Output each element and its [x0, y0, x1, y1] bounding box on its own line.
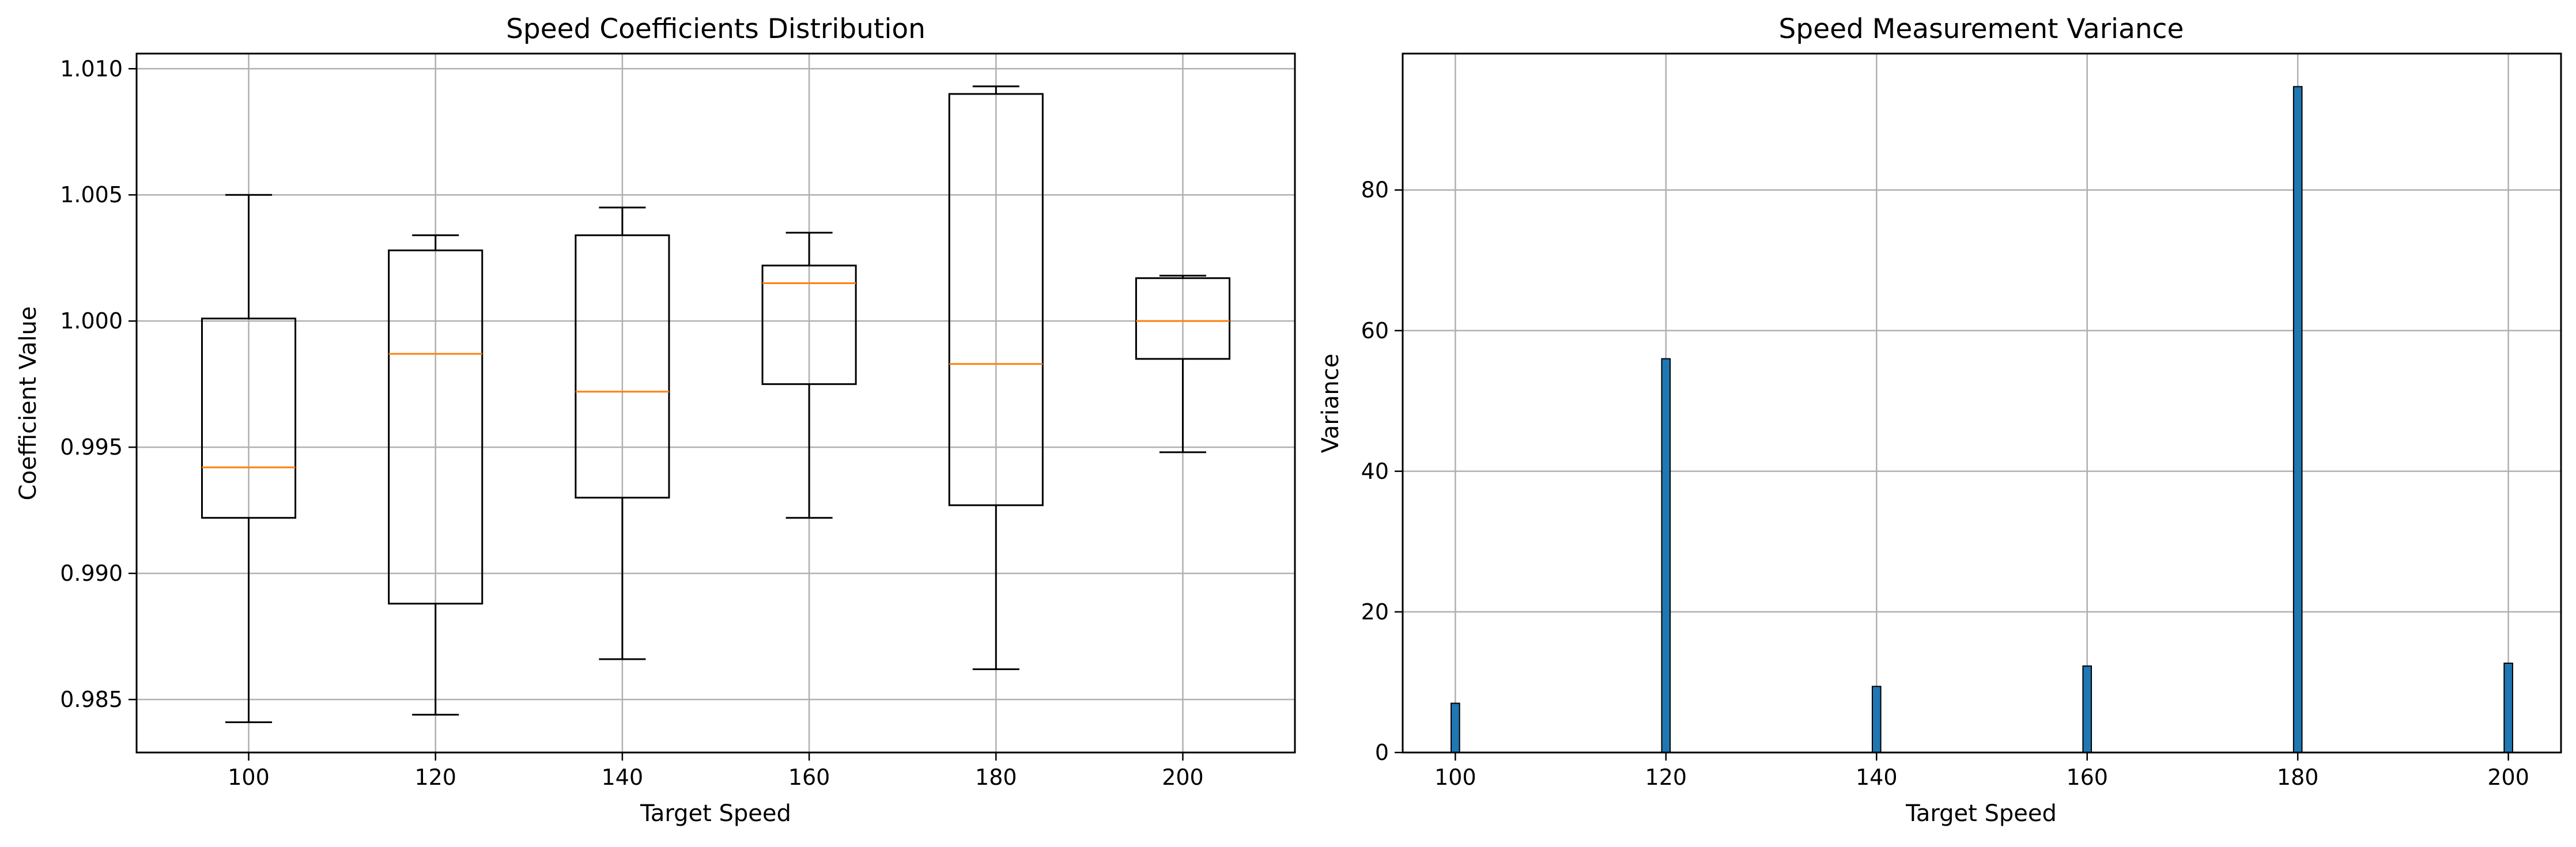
bar-chart-title: Speed Measurement Variance: [1779, 13, 2184, 45]
y-tick-label: 0.990: [60, 561, 123, 586]
box-plot-boxes: [201, 85, 1231, 723]
box-plot-grid: [137, 54, 1295, 753]
box-200: [1135, 274, 1231, 453]
box-body: [388, 249, 484, 605]
box-body: [201, 317, 297, 519]
bar-160: [2082, 665, 2092, 753]
box-plot-axes-frame: [135, 52, 1296, 754]
bar-180: [2292, 86, 2303, 754]
bar-100: [1451, 702, 1460, 754]
box-plot-x-ticks: 100 120 140 160 180 200: [228, 753, 1204, 790]
box-plot-title: Speed Coefficients Distribution: [506, 13, 926, 45]
bar-chart-bars: [1451, 86, 2513, 754]
box-100: [201, 194, 297, 723]
bar-chart-grid: [1403, 54, 2561, 754]
y-tick-label: 80: [1361, 177, 1389, 203]
x-tick-label: 200: [2487, 765, 2529, 790]
bar-120: [1661, 358, 1671, 753]
y-tick-label: 0.985: [60, 687, 123, 712]
x-tick-label: 180: [2277, 765, 2319, 790]
x-tick-label: 200: [1162, 765, 1204, 790]
y-tick-label: 0: [1375, 740, 1389, 765]
y-tick-label: 1.005: [60, 182, 123, 207]
box-180: [948, 85, 1044, 670]
x-tick-label: 140: [602, 765, 644, 790]
y-tick-label: 20: [1361, 599, 1389, 625]
bar-chart-y-axis-label: Variance: [1317, 354, 1344, 453]
box-plot-x-axis-label: Target Speed: [640, 800, 791, 827]
box-plot-panel: Speed Coefficients Distribution 100 120 14…: [15, 13, 1296, 827]
bar-200: [2503, 663, 2513, 754]
box-plot-y-axis-label: Coefficient Value: [15, 307, 41, 501]
x-tick-label: 160: [788, 765, 830, 790]
bar-chart-x-axis-label: Target Speed: [1905, 800, 2057, 827]
y-tick-label: 60: [1361, 318, 1389, 343]
box-120: [388, 234, 484, 716]
y-tick-label: 40: [1361, 459, 1389, 484]
box-body: [948, 93, 1044, 506]
bar-140: [1871, 686, 1882, 754]
x-tick-label: 180: [975, 765, 1017, 790]
x-tick-label: 160: [2066, 765, 2108, 790]
x-tick-label: 120: [1645, 765, 1687, 790]
x-tick-label: 100: [1434, 765, 1476, 790]
box-plot-y-ticks: 0.985 0.990 0.995 1.000 1.005 1.010: [60, 56, 137, 712]
box-body: [575, 234, 670, 499]
bar-chart-axes-frame: [1402, 52, 2562, 754]
bar-chart-y-ticks: 0 20 40 60 80: [1361, 177, 1403, 765]
y-tick-label: 1.010: [60, 56, 123, 81]
x-tick-label: 120: [414, 765, 456, 790]
y-tick-label: 0.995: [60, 434, 123, 460]
box-body: [761, 264, 857, 385]
box-body: [1135, 277, 1231, 360]
box-160: [761, 232, 857, 519]
bar-chart-panel: Speed Measurement Variance 100 120 140 160 1…: [1317, 13, 2562, 827]
box-140: [575, 206, 670, 660]
x-tick-label: 140: [1856, 765, 1898, 790]
y-tick-label: 1.000: [60, 308, 123, 334]
bar-chart-x-ticks: 100 120 140 160 180 200: [1434, 753, 2529, 790]
x-tick-label: 100: [228, 765, 270, 790]
